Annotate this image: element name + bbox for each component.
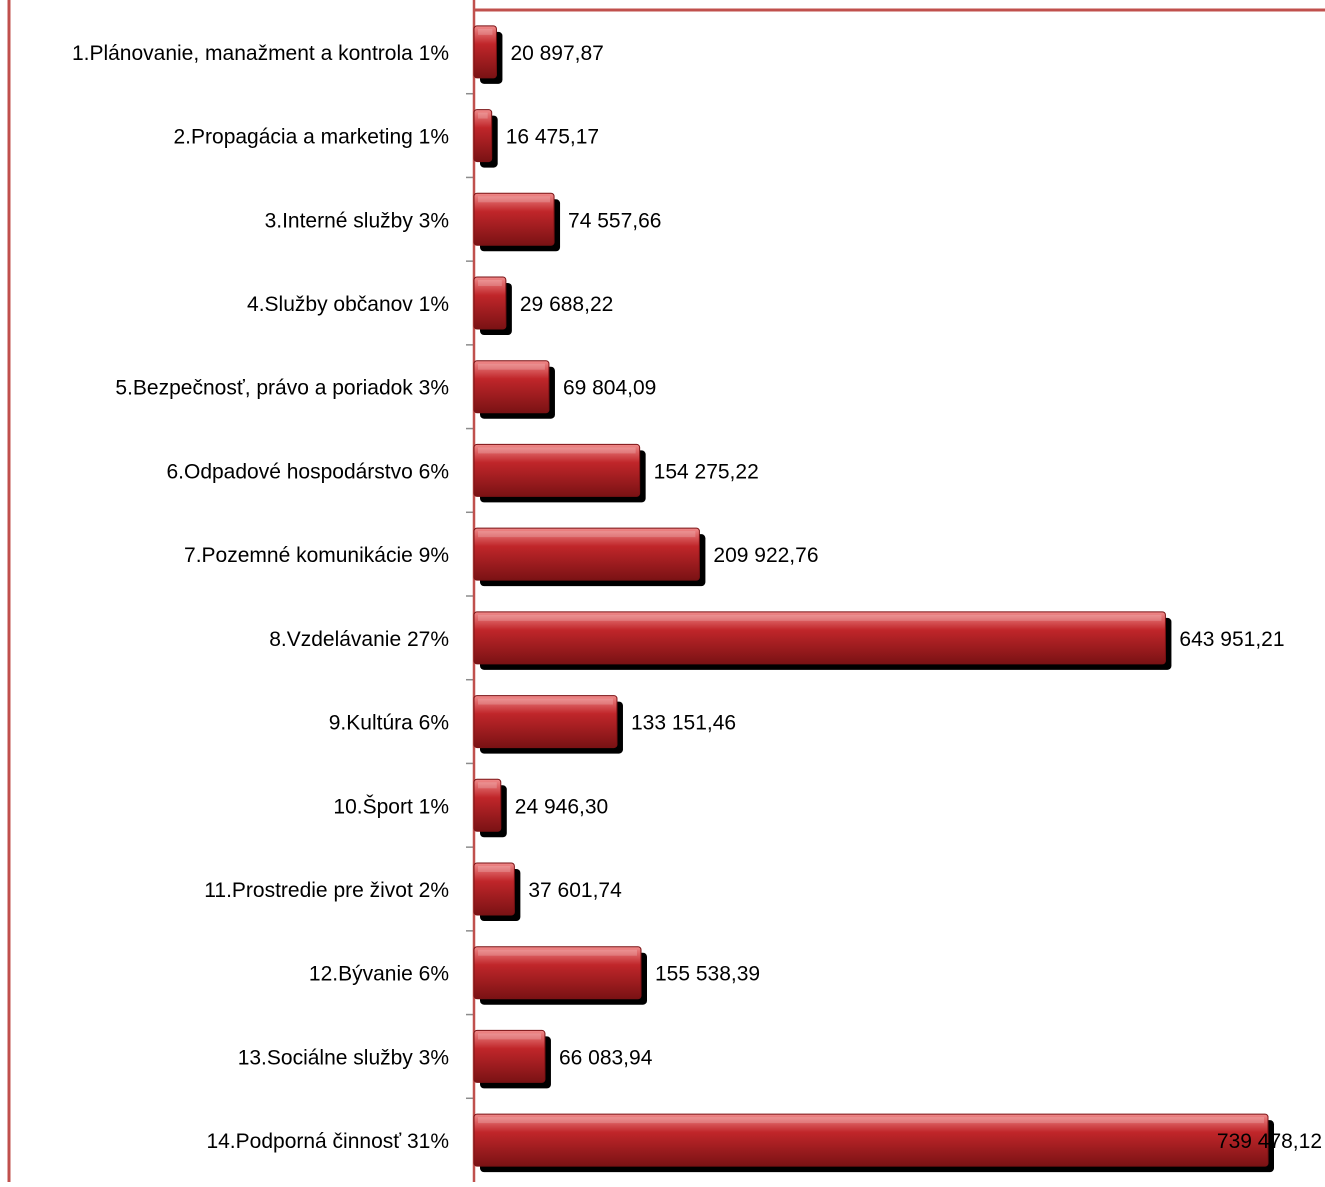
value-label: 74 557,66 xyxy=(568,209,661,232)
category-label: 1.Plánovanie, manažment a kontrola 1% xyxy=(72,42,449,65)
bar-highlight xyxy=(478,531,696,538)
bar xyxy=(473,527,700,581)
value-label: 20 897,87 xyxy=(510,42,603,65)
value-label: 69 804,09 xyxy=(563,377,656,400)
value-label: 154 275,22 xyxy=(654,460,759,483)
value-label: 209 922,76 xyxy=(713,544,818,567)
bar-highlight xyxy=(478,112,488,119)
bar-highlight xyxy=(478,1033,541,1040)
bar-highlight xyxy=(478,782,497,789)
category-label: 7.Pozemné komunikácie 9% xyxy=(184,544,449,567)
category-label: 12.Bývanie 6% xyxy=(309,963,449,986)
category-label: 6.Odpadové hospodárstvo 6% xyxy=(166,460,449,483)
value-label: 16 475,17 xyxy=(506,126,599,149)
bar-highlight xyxy=(478,280,502,286)
bar xyxy=(473,192,555,246)
value-label: 66 083,94 xyxy=(559,1046,653,1069)
category-label: 13.Sociálne služby 3% xyxy=(238,1046,449,1069)
category-label: 8.Vzdelávanie 27% xyxy=(269,628,449,651)
bar-highlight xyxy=(478,363,545,370)
value-label: 155 538,39 xyxy=(655,963,760,986)
bar xyxy=(473,695,618,749)
category-label: 9.Kultúra 6% xyxy=(329,712,449,735)
value-label: 29 688,22 xyxy=(520,293,613,316)
bar xyxy=(473,443,641,497)
bar xyxy=(473,611,1166,665)
bar xyxy=(473,109,493,163)
bar-highlight xyxy=(478,866,511,872)
bar xyxy=(473,1113,1269,1167)
category-label: 10.Šport 1% xyxy=(333,795,449,818)
bar-highlight xyxy=(478,1117,1264,1124)
bar-highlight xyxy=(478,447,636,454)
value-label: 643 951,21 xyxy=(1179,628,1284,651)
bar xyxy=(473,862,515,916)
value-label: 24 946,30 xyxy=(515,795,608,818)
category-label: 5.Bezpečnosť, právo a poriadok 3% xyxy=(115,377,449,400)
value-label: 37 601,74 xyxy=(528,879,622,902)
category-label: 14.Podporná činnosť 31% xyxy=(206,1130,449,1153)
value-label: 739 478,12 xyxy=(1217,1130,1322,1153)
category-label: 3.Interné služby 3% xyxy=(265,209,449,232)
bar xyxy=(473,276,507,330)
bar-highlight xyxy=(478,196,551,203)
bar xyxy=(473,1029,546,1083)
bar xyxy=(473,778,502,832)
category-label: 4.Služby občanov 1% xyxy=(247,293,449,316)
bar-highlight xyxy=(478,28,493,35)
bar-highlight xyxy=(478,698,613,705)
bar xyxy=(473,946,642,1000)
bar-highlight xyxy=(478,949,638,956)
value-label: 133 151,46 xyxy=(631,712,736,735)
category-label: 11.Prostredie pre život 2% xyxy=(204,879,449,902)
bar xyxy=(473,25,497,79)
bar xyxy=(473,360,550,414)
category-label: 2.Propagácia a marketing 1% xyxy=(174,126,450,149)
bar-highlight xyxy=(478,614,1162,621)
